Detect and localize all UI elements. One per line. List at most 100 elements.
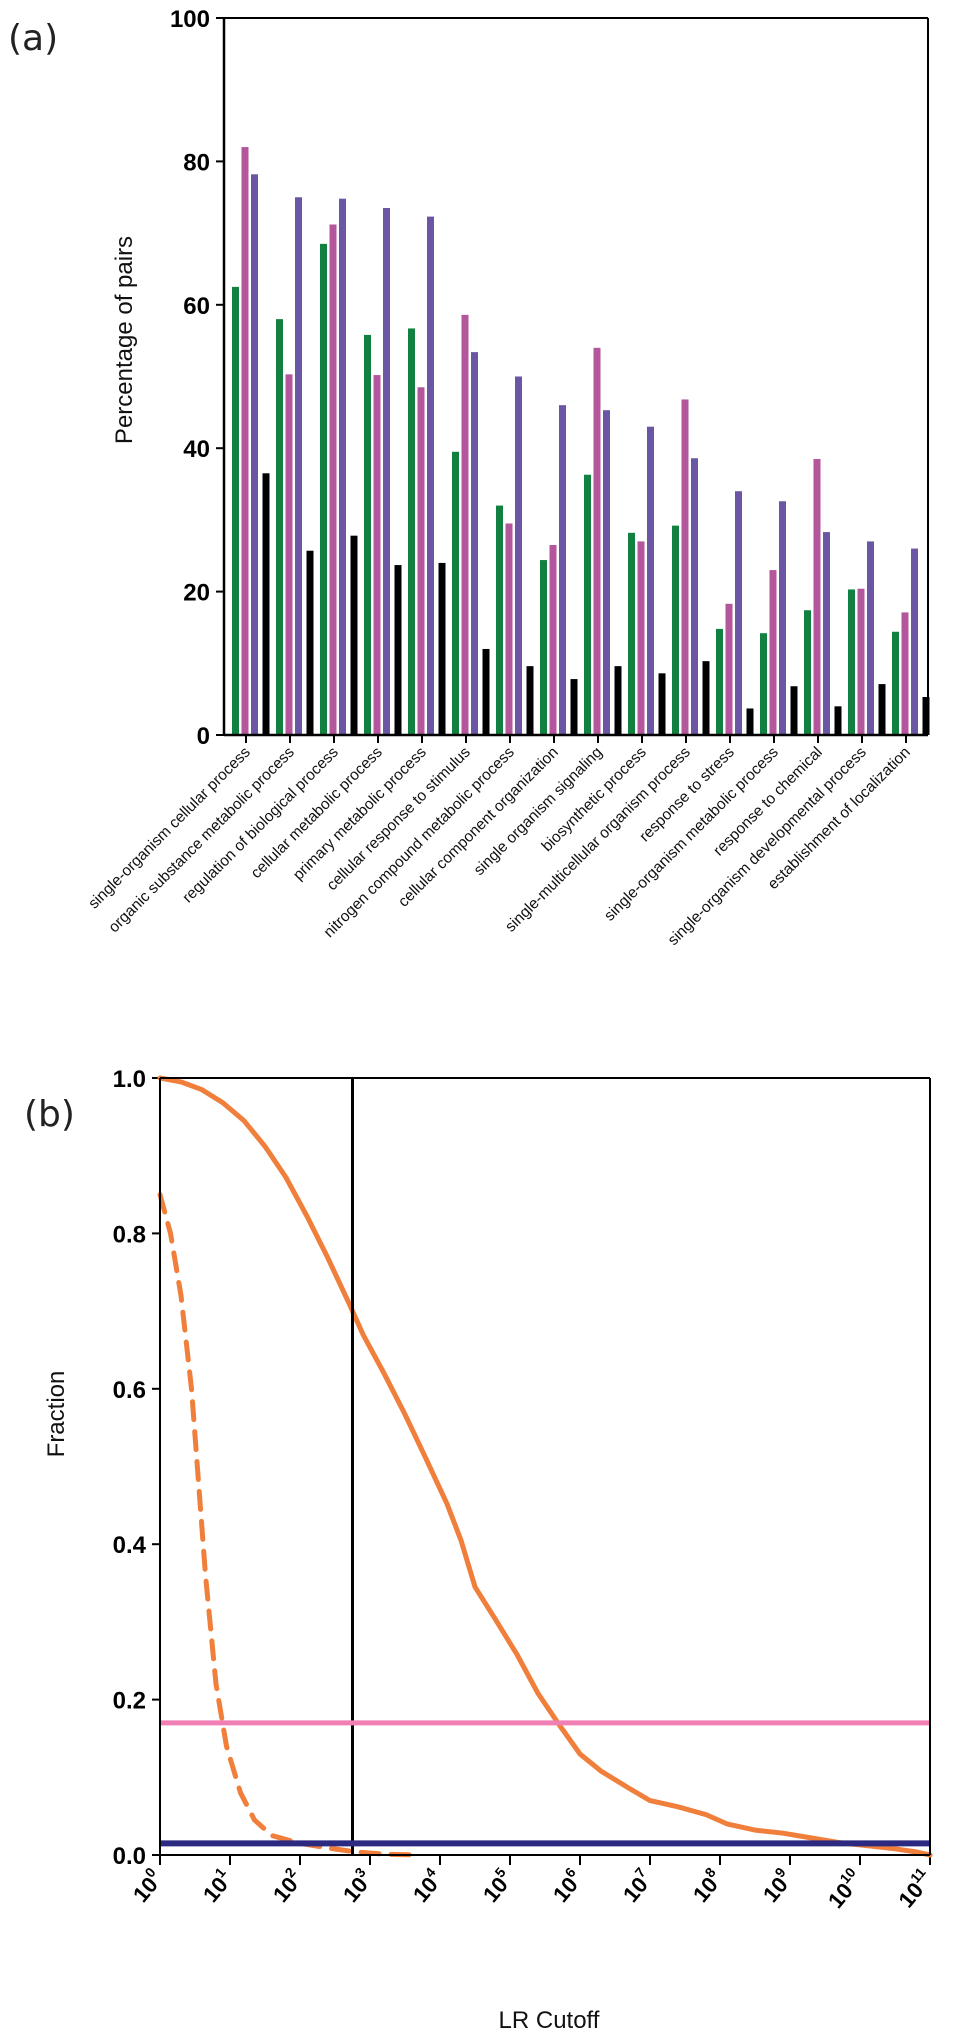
bar-series-purple — [603, 410, 610, 735]
panel-b-x-tick-label: 1011 — [891, 1864, 938, 1912]
panel-b-y-tick-label: 0.0 — [113, 1843, 146, 1870]
panel-b-x-axis-title: LR Cutoff — [499, 2007, 600, 2034]
bar-series-purple — [427, 216, 434, 735]
panel-a-y-tick-label: 40 — [183, 436, 210, 463]
bar-series-green — [760, 633, 767, 735]
bar-series-magenta — [769, 570, 777, 735]
x-tick-base: 10 — [338, 1872, 373, 1907]
bar-series-purple — [471, 352, 478, 735]
bar-series-green — [364, 334, 371, 735]
bar-series-magenta — [549, 544, 557, 735]
bar-series-black — [350, 535, 358, 735]
bar-series-magenta — [505, 523, 513, 735]
bar-series-magenta — [637, 541, 645, 735]
category-label: organic substance metabolic process — [105, 744, 298, 937]
bar-series-green — [320, 243, 327, 736]
panel-b-x-tick-label: 100 — [126, 1864, 168, 1907]
bar-series-black — [438, 562, 446, 735]
panel-b-x-tick-label: 103 — [336, 1864, 378, 1907]
bar-series-green — [848, 589, 855, 735]
bar-series-purple — [339, 198, 346, 735]
panel-a-bars — [232, 147, 930, 736]
panel-a-y-axis-title: Percentage of pairs — [111, 236, 138, 444]
panel-b-x-tick-label: 102 — [266, 1864, 308, 1907]
bar-series-purple — [251, 174, 258, 735]
panel-b-axes — [159, 1077, 931, 1856]
panel-a-y-tick-label: 80 — [183, 149, 210, 176]
bar-series-magenta — [373, 375, 381, 735]
panel-b-y-tick-label: 0.4 — [113, 1532, 147, 1559]
bar-series-black — [746, 708, 754, 735]
bar-series-magenta — [329, 224, 337, 735]
bar-series-magenta — [725, 603, 733, 735]
bar-series-purple — [559, 405, 566, 735]
panel-a-axes — [222, 17, 929, 737]
panel-b-y-tick-label: 0.6 — [113, 1377, 146, 1404]
bar-series-magenta — [461, 314, 469, 735]
bar-series-green — [892, 631, 899, 735]
bar-series-purple — [823, 532, 830, 735]
bar-series-green — [672, 525, 679, 735]
bar-series-green — [628, 532, 635, 735]
panel-b-x-tick-label: 1010 — [821, 1864, 868, 1913]
x-tick-base: 10 — [618, 1872, 653, 1907]
bar-series-purple — [647, 426, 654, 735]
bar-series-magenta — [857, 588, 865, 735]
x-tick-base: 10 — [548, 1872, 583, 1907]
bar-series-black — [922, 696, 930, 735]
x-tick-base: 10 — [198, 1872, 233, 1907]
solid-orange-curve — [157, 1075, 933, 1858]
x-tick-base: 10 — [758, 1872, 793, 1907]
bar-series-black — [790, 686, 798, 735]
panel-b-x-tick-label: 109 — [756, 1864, 798, 1907]
panel-b-x-tick-label: 101 — [196, 1864, 238, 1907]
bar-series-green — [584, 474, 591, 735]
bar-series-magenta — [901, 612, 909, 735]
bar-series-purple — [911, 548, 918, 735]
bar-series-purple — [779, 501, 786, 735]
bar-series-green — [232, 286, 239, 735]
bar-series-green — [408, 328, 415, 735]
panel-a-y-ticks: 0 20 40 60 80 100 — [170, 6, 224, 750]
bar-series-black — [702, 661, 710, 735]
panel-a-y-tick-label: 60 — [183, 293, 210, 320]
panel-a-bar-chart: (a) Percentage of pairs 0 20 40 60 80 100 sin… — [8, 6, 930, 949]
bar-series-purple — [735, 491, 742, 735]
bar-series-green — [540, 560, 547, 735]
panel-b-x-tick-label: 104 — [406, 1864, 448, 1907]
bar-series-purple — [691, 458, 698, 735]
bar-series-magenta — [593, 347, 601, 735]
bar-series-purple — [867, 541, 874, 735]
bar-series-purple — [295, 197, 302, 735]
panel-b-x-tick-label: 107 — [616, 1864, 658, 1907]
bar-series-black — [570, 679, 578, 735]
panel-b-y-tick-label: 0.8 — [113, 1221, 146, 1248]
bar-series-purple — [383, 208, 390, 735]
bar-series-green — [804, 610, 811, 735]
x-tick-base: 10 — [688, 1872, 723, 1907]
x-tick-base: 10 — [893, 1877, 928, 1912]
x-tick-base: 10 — [823, 1878, 858, 1913]
bar-series-black — [834, 706, 842, 735]
bar-series-green — [496, 505, 503, 735]
panel-a-label: (a) — [8, 18, 58, 59]
panel-b-y-ticks: 0.0 0.2 0.4 0.6 0.8 1.0 — [113, 1066, 160, 1870]
bar-series-black — [614, 666, 622, 735]
bar-series-green — [276, 319, 283, 735]
bar-series-black — [658, 673, 666, 735]
bar-series-black — [526, 666, 534, 735]
panel-b-x-tick-label: 105 — [476, 1864, 518, 1907]
x-tick-base: 10 — [268, 1872, 303, 1907]
category-label: single-organism cellular process — [85, 744, 254, 913]
x-tick-base: 10 — [128, 1872, 163, 1907]
bar-series-black — [482, 648, 490, 735]
panel-b-reference-lines — [160, 1078, 930, 1855]
panel-b-x-tick-label: 106 — [546, 1864, 588, 1907]
bar-series-green — [452, 451, 459, 735]
panel-a-y-tick-label: 100 — [170, 6, 210, 33]
panel-a-y-tick-label: 0 — [197, 723, 210, 750]
panel-b-series — [157, 1075, 933, 1858]
panel-b-y-tick-label: 1.0 — [113, 1066, 146, 1093]
